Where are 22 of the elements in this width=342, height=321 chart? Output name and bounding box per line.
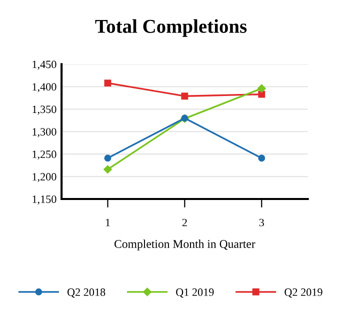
- legend-label: Q2 2019: [284, 288, 322, 298]
- point: [258, 90, 266, 98]
- point: [181, 92, 188, 100]
- legend-label: Q1 2019: [176, 288, 214, 298]
- chart-title: Total Completions: [95, 19, 247, 37]
- point: [258, 84, 266, 93]
- y-tick-label: 1,250: [32, 150, 56, 160]
- x-tick-label: 2: [182, 218, 187, 226]
- point: [104, 80, 112, 87]
- x-axis-title: Completion Month in Quarter: [114, 240, 256, 250]
- y-tick-label: 1,150: [32, 195, 56, 205]
- y-tick-label: 1,300: [32, 128, 56, 138]
- y-tick-label: 1,200: [32, 173, 56, 182]
- x-tick-label: 1: [106, 218, 110, 226]
- point: [258, 154, 266, 162]
- legend-label: Q2 2018: [67, 288, 106, 298]
- point: [104, 165, 112, 174]
- point: [104, 154, 112, 162]
- x-tick-label: 3: [259, 218, 264, 226]
- y-tick-label: 1,450: [32, 60, 56, 70]
- y-tick-label: 1,400: [32, 83, 56, 92]
- y-tick-label: 1,350: [32, 106, 56, 115]
